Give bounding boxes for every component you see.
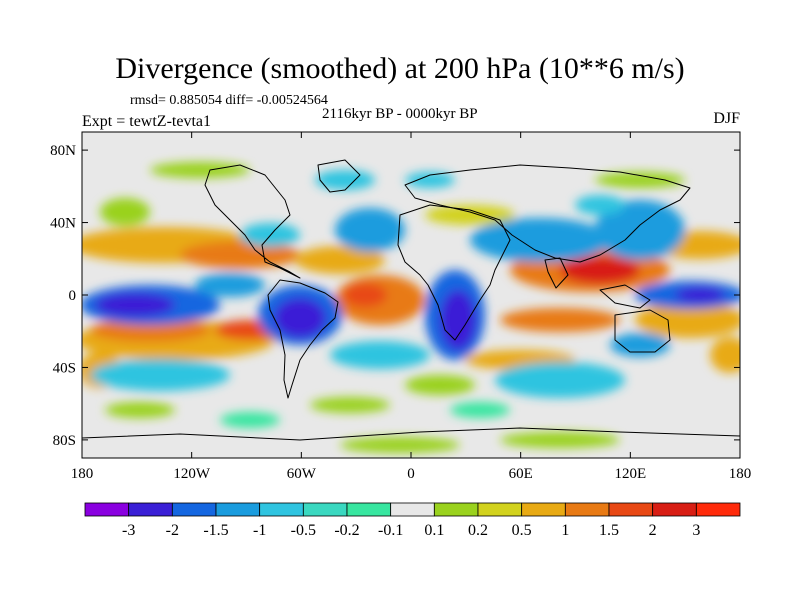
field-patch <box>295 246 385 274</box>
coastline-south-america <box>267 279 339 399</box>
field-patch <box>675 287 725 303</box>
season-label: DJF <box>713 110 740 127</box>
colorbar-label: 0.2 <box>468 522 488 539</box>
colorbar-box <box>433 502 479 517</box>
lat-label: 80S <box>53 433 76 449</box>
lat-axis: 80N 40N 0 40S 80S <box>50 143 740 449</box>
colorbar-box <box>128 502 173 517</box>
lat-label: 40N <box>50 216 76 232</box>
coastline-maritime-continent <box>599 284 651 309</box>
colorbar-box <box>215 502 261 517</box>
lon-label: 0 <box>407 466 415 482</box>
colorbar-label: -1.5 <box>203 522 228 539</box>
field-patch <box>95 293 175 317</box>
coastline-north-america <box>204 164 301 279</box>
colorbar-box <box>390 502 435 517</box>
stats-text: rmsd= 0.885054 diff= -0.00524564 <box>130 93 328 108</box>
field-patch <box>560 256 640 284</box>
field-patch <box>500 308 620 332</box>
field-patch <box>274 298 326 338</box>
field-patch <box>470 218 610 262</box>
colorbar-label: -0.5 <box>291 522 316 539</box>
colorbar-label: -0.1 <box>378 522 403 539</box>
field-patch <box>335 208 405 252</box>
colorbar: -3 -2 -1.5 -1 -0.5 -0.2 -0.1 0.1 0.2 0.5 1 1.5 2 3 <box>84 502 741 539</box>
field-patch <box>195 273 265 297</box>
field-patch <box>90 318 210 342</box>
lon-label: 120W <box>173 466 211 482</box>
colorbar-label: -0.2 <box>334 522 359 539</box>
colorbar-label: 2 <box>649 522 657 539</box>
coastline-africa <box>397 204 511 341</box>
field-patch <box>425 205 515 225</box>
coastline-india <box>544 257 569 289</box>
coastline-greenland <box>317 159 361 193</box>
colorbar-label: -3 <box>122 522 135 539</box>
field-patch <box>150 162 250 178</box>
colorbar-label: 1 <box>561 522 569 539</box>
field-patch <box>90 359 230 391</box>
lon-axis: 180 120W 60W 0 60E 120E 180 <box>71 132 752 482</box>
colorbar-box <box>259 502 304 517</box>
field-patch <box>405 375 475 395</box>
coastline-eurasia <box>404 164 691 263</box>
colorbar-label: 3 <box>692 522 700 539</box>
colorbar-box <box>652 502 697 517</box>
field-patch <box>495 362 625 398</box>
field-patch <box>340 437 460 453</box>
lat-label: 40S <box>53 360 76 376</box>
colorbar-box <box>477 502 523 517</box>
colorbar-box <box>302 502 348 517</box>
colorbar-box <box>84 502 130 517</box>
lon-label: 180 <box>729 466 752 482</box>
colorbar-label: -1 <box>253 522 266 539</box>
field-patch <box>440 290 476 350</box>
colorbar-box <box>564 502 610 517</box>
field-patch <box>575 195 625 215</box>
lon-label: 120E <box>614 466 646 482</box>
lat-label: 80N <box>50 143 76 159</box>
period-text: 2116kyr BP - 0000kyr BP <box>322 106 478 122</box>
field-patch <box>330 341 430 369</box>
field-patch <box>710 337 740 373</box>
field-patch <box>240 223 300 247</box>
coastline-antarctica <box>82 427 740 441</box>
colorbar-box <box>521 502 566 517</box>
colorbar-box <box>695 502 741 517</box>
field-patch <box>405 172 455 188</box>
field-patch <box>220 412 280 428</box>
chart-title: Divergence (smoothed) at 200 hPa (10**6 … <box>115 52 685 85</box>
colorbar-label: 1.5 <box>599 522 619 539</box>
colorbar-box <box>171 502 217 517</box>
field-patch <box>105 402 175 418</box>
coastlines <box>82 159 740 441</box>
lon-label: 180 <box>71 466 94 482</box>
field-patch <box>310 397 390 413</box>
field-patch <box>343 283 387 307</box>
colorbar-label: 0.5 <box>512 522 532 539</box>
field-patch <box>635 302 740 338</box>
field-patch <box>315 170 375 190</box>
coastline-australia <box>614 309 671 353</box>
field-patch <box>610 333 670 357</box>
field-patch <box>500 432 620 448</box>
colorbar-box <box>608 502 654 517</box>
colorbar-box <box>346 502 392 517</box>
field-patch <box>595 172 685 188</box>
experiment-label: Expt = tewtZ-tevta1 <box>82 113 211 130</box>
field-patch <box>450 402 510 418</box>
colorbar-label: 0.1 <box>424 522 444 539</box>
colorbar-label: -2 <box>166 522 179 539</box>
lon-label: 60W <box>287 466 317 482</box>
field-patch <box>100 198 150 226</box>
lon-label: 60E <box>509 466 533 482</box>
lat-label: 0 <box>69 288 77 304</box>
field-layer <box>82 159 740 453</box>
